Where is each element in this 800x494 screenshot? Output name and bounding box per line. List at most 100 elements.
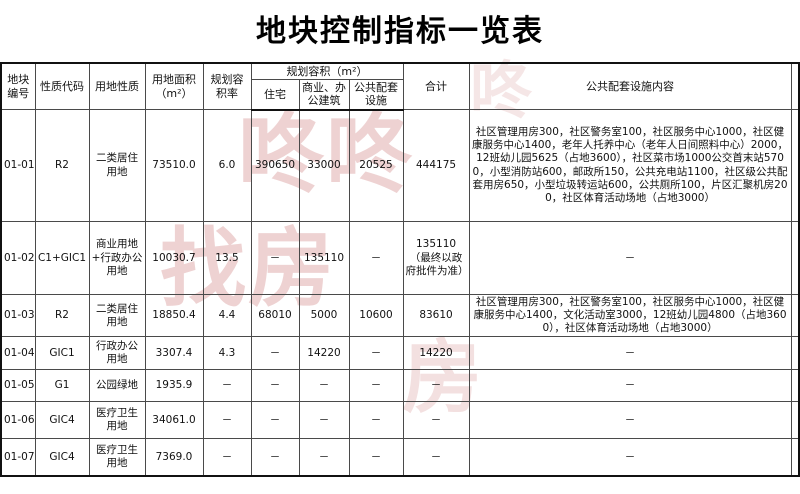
cell-commercial-office: 5000: [298, 294, 350, 338]
cell-residential: －: [250, 221, 300, 296]
cell-residential: －: [250, 369, 300, 403]
cell-nature-code: GIC4: [34, 401, 90, 440]
cell-edge: [790, 336, 800, 371]
table-row: 01-05 G1 公园绿地 1935.9 － － － － － －: [0, 369, 800, 403]
cell-plot-id: 01-01: [0, 109, 36, 223]
cell-plot-id: 01-02: [0, 221, 36, 296]
cell-public-facility: －: [348, 336, 404, 371]
table-body: 01-01 R2 二类居住用地 73510.0 6.0 390650 33000…: [0, 109, 800, 477]
indicator-table-wrapper: 地块编号 性质代码 用地性质 用地面积（m²） 规划容积率 规划容积（m²） 合…: [0, 62, 800, 477]
cell-land-area: 18850.4: [144, 294, 204, 338]
cell-total: 135110（最终以政府批件为准）: [402, 221, 470, 296]
cell-facility-content: －: [468, 336, 792, 371]
cell-public-facility: －: [348, 221, 404, 296]
cell-far: 4.4: [202, 294, 252, 338]
table-row: 01-03 R2 二类居住用地 18850.4 4.4 68010 5000 1…: [0, 294, 800, 338]
header-residential: 住宅: [250, 79, 300, 111]
header-public-facility: 公共配套设施: [348, 79, 404, 111]
table-header: 地块编号 性质代码 用地性质 用地面积（m²） 规划容积率 规划容积（m²） 合…: [0, 62, 800, 111]
cell-facility-content: 社区管理用房300，社区警务室100，社区服务中心1000，社区健康服务中心14…: [468, 109, 792, 223]
cell-land-nature: 商业用地+行政办公用地: [88, 221, 146, 296]
cell-commercial-office: 14220: [298, 336, 350, 371]
cell-nature-code: GIC1: [34, 336, 90, 371]
cell-commercial-office: 135110: [298, 221, 350, 296]
cell-land-area: 34061.0: [144, 401, 204, 440]
cell-residential: －: [250, 401, 300, 440]
cell-plot-id: 01-03: [0, 294, 36, 338]
cell-total: 14220: [402, 336, 470, 371]
cell-land-nature: 二类居住用地: [88, 109, 146, 223]
cell-edge: [790, 369, 800, 403]
header-total: 合计: [402, 62, 470, 111]
table-header-row-1: 地块编号 性质代码 用地性质 用地面积（m²） 规划容积率 规划容积（m²） 合…: [0, 62, 800, 111]
cell-facility-content: －: [468, 401, 792, 440]
cell-total: 83610: [402, 294, 470, 338]
cell-far: 4.3: [202, 336, 252, 371]
cell-far: －: [202, 401, 252, 440]
cell-total: 444175: [402, 109, 470, 223]
cell-nature-code: R2: [34, 294, 90, 338]
cell-residential: 68010: [250, 294, 300, 338]
cell-total: －: [402, 438, 470, 477]
cell-facility-content: －: [468, 221, 792, 296]
cell-facility-content: 社区管理用房300，社区警务室100，社区服务中心1000，社区健康服务中心14…: [468, 294, 792, 338]
cell-far: 13.5: [202, 221, 252, 296]
cell-facility-content: －: [468, 438, 792, 477]
cell-nature-code: C1+GIC1: [34, 221, 90, 296]
cell-edge: [790, 221, 800, 296]
cell-residential: 390650: [250, 109, 300, 223]
cell-public-facility: 10600: [348, 294, 404, 338]
header-nature-code: 性质代码: [34, 62, 90, 111]
cell-plot-id: 01-04: [0, 336, 36, 371]
header-planned-volume-group: 规划容积（m²）: [250, 62, 404, 81]
table-row: 01-07 GIC4 医疗卫生用地 7369.0 － － － － － －: [0, 438, 800, 477]
cell-commercial-office: －: [298, 369, 350, 403]
header-commercial-office: 商业、办公建筑: [298, 79, 350, 111]
cell-land-nature: 二类居住用地: [88, 294, 146, 338]
cell-residential: －: [250, 438, 300, 477]
cell-nature-code: G1: [34, 369, 90, 403]
cell-total: －: [402, 369, 470, 403]
cell-land-area: 3307.4: [144, 336, 204, 371]
cell-edge: [790, 294, 800, 338]
cell-public-facility: －: [348, 369, 404, 403]
cell-commercial-office: 33000: [298, 109, 350, 223]
cell-facility-content: －: [468, 369, 792, 403]
cell-residential: －: [250, 336, 300, 371]
cell-land-area: 73510.0: [144, 109, 204, 223]
table-row: 01-04 GIC1 行政办公用地 3307.4 4.3 － 14220 － 1…: [0, 336, 800, 371]
cell-land-area: 10030.7: [144, 221, 204, 296]
cell-plot-id: 01-05: [0, 369, 36, 403]
header-plot-id: 地块编号: [0, 62, 36, 111]
cell-land-nature: 行政办公用地: [88, 336, 146, 371]
cell-plot-id: 01-06: [0, 401, 36, 440]
cell-nature-code: R2: [34, 109, 90, 223]
cell-plot-id: 01-07: [0, 438, 36, 477]
cell-far: －: [202, 369, 252, 403]
cell-land-nature: 公园绿地: [88, 369, 146, 403]
table-header-row-2: 住宅 商业、办公建筑 公共配套设施: [1, 79, 799, 111]
cell-far: －: [202, 438, 252, 477]
plot-control-indicator-table: 地块编号 性质代码 用地性质 用地面积（m²） 规划容积率 规划容积（m²） 合…: [0, 62, 800, 477]
header-land-area: 用地面积（m²）: [144, 62, 204, 111]
cell-edge: [790, 438, 800, 477]
table-row: 01-01 R2 二类居住用地 73510.0 6.0 390650 33000…: [0, 109, 800, 223]
table-row: 01-02 C1+GIC1 商业用地+行政办公用地 10030.7 13.5 －…: [0, 221, 800, 296]
cell-total: －: [402, 401, 470, 440]
header-far: 规划容积率: [202, 62, 252, 111]
header-edge-column: [790, 62, 800, 111]
cell-far: 6.0: [202, 109, 252, 223]
cell-commercial-office: －: [298, 438, 350, 477]
cell-land-nature: 医疗卫生用地: [88, 401, 146, 440]
cell-nature-code: GIC4: [34, 438, 90, 477]
cell-public-facility: －: [348, 438, 404, 477]
header-land-nature: 用地性质: [88, 62, 146, 111]
cell-land-area: 1935.9: [144, 369, 204, 403]
header-facility-content: 公共配套设施内容: [468, 62, 792, 111]
cell-public-facility: －: [348, 401, 404, 440]
table-row: 01-06 GIC4 医疗卫生用地 34061.0 － － － － － －: [0, 401, 800, 440]
cell-commercial-office: －: [298, 401, 350, 440]
cell-land-area: 7369.0: [144, 438, 204, 477]
cell-edge: [790, 401, 800, 440]
